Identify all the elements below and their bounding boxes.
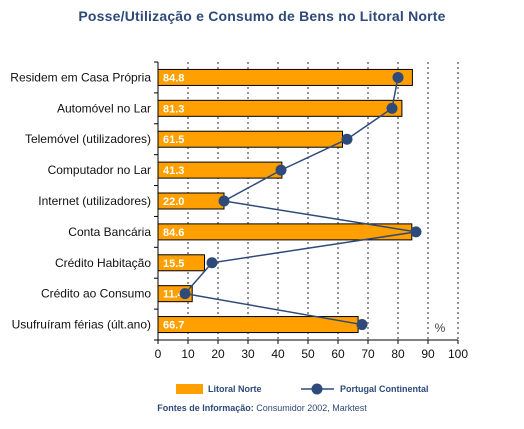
source-label: Fontes de Informação:	[157, 403, 254, 413]
legend-swatch-bar	[176, 384, 203, 394]
category-label: Residem em Casa Própria	[10, 70, 151, 84]
x-tick-label: 90	[421, 347, 435, 361]
category-label: Usufruíram férias (últ.ano)	[12, 318, 151, 332]
bar-value-label: 84.8	[163, 72, 184, 84]
x-tick-label: 20	[211, 347, 225, 361]
x-tick-label: 80	[391, 347, 405, 361]
line-point	[386, 102, 398, 114]
bar	[157, 99, 403, 117]
category-label: Crédito Habitação	[55, 256, 151, 270]
x-tick-label: 100	[448, 347, 468, 361]
bar	[157, 68, 413, 86]
bar-value-label: 41.3	[163, 165, 184, 177]
line-point	[206, 257, 218, 269]
line-point	[275, 164, 287, 176]
x-tick-label: 60	[331, 347, 345, 361]
line-point	[356, 319, 368, 331]
bar-value-label: 81.3	[163, 103, 184, 115]
source-text: Consumidor 2002, Marktest	[253, 403, 367, 413]
bar-value-label: 15.5	[163, 258, 184, 270]
bar	[157, 130, 343, 148]
line-point	[341, 133, 353, 145]
category-label: Conta Bancária	[68, 225, 151, 239]
x-tick-label: 50	[301, 347, 315, 361]
category-label: Automóvel no Lar	[57, 101, 151, 115]
x-tick-label: 10	[181, 347, 195, 361]
source-note: Fontes de Informação: Consumidor 2002, M…	[0, 403, 524, 413]
bar-value-label: 11.4	[163, 289, 185, 301]
category-label: Telemóvel (utilizadores)	[25, 132, 151, 146]
bar-value-label: 66.7	[163, 320, 184, 332]
line-point	[410, 226, 422, 238]
legend-swatch-marker	[311, 383, 323, 395]
category-label: Internet (utilizadores)	[38, 194, 151, 208]
x-tick-label: 40	[271, 347, 285, 361]
x-tick-label: 70	[361, 347, 375, 361]
line-point	[392, 71, 404, 83]
bar	[157, 254, 205, 272]
bar	[157, 223, 413, 241]
chart-title: Posse/Utilização e Consumo de Bens no Li…	[78, 8, 446, 24]
x-tick-label: 0	[155, 347, 162, 361]
unit-label: %	[435, 321, 446, 335]
x-tick-label: 30	[241, 347, 255, 361]
category-label: Computador no Lar	[48, 163, 151, 177]
bar-value-label: 22.0	[163, 196, 184, 208]
category-label: Crédito ao Consumo	[41, 287, 151, 301]
line-point	[218, 195, 230, 207]
bar-value-label: 84.6	[163, 227, 184, 239]
line-point	[179, 288, 191, 300]
legend-label-line: Portugal Continental	[340, 384, 429, 394]
legend-label-bar: Litoral Norte	[208, 384, 262, 394]
bar-value-label: 61.5	[163, 134, 184, 146]
